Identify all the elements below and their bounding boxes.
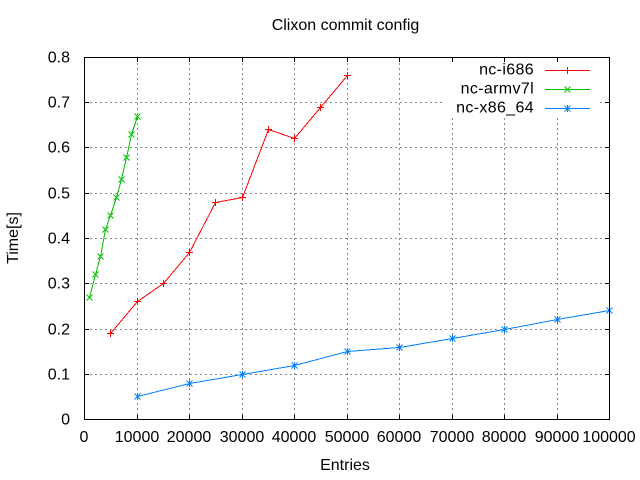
svg-text:0.6: 0.6 bbox=[48, 140, 70, 157]
svg-text:0.8: 0.8 bbox=[48, 50, 70, 67]
svg-text:0.7: 0.7 bbox=[48, 95, 70, 112]
svg-text:30000: 30000 bbox=[220, 429, 265, 446]
svg-text:20000: 20000 bbox=[167, 429, 212, 446]
svg-text:Time[s]: Time[s] bbox=[5, 212, 22, 264]
svg-text:10000: 10000 bbox=[115, 429, 160, 446]
svg-text:Entries: Entries bbox=[320, 457, 370, 474]
svg-text:90000: 90000 bbox=[535, 429, 580, 446]
svg-text:40000: 40000 bbox=[272, 429, 317, 446]
svg-text:0: 0 bbox=[80, 429, 89, 446]
svg-text:70000: 70000 bbox=[430, 429, 475, 446]
svg-text:0.3: 0.3 bbox=[48, 276, 70, 293]
svg-text:100000: 100000 bbox=[582, 429, 635, 446]
svg-text:50000: 50000 bbox=[325, 429, 370, 446]
svg-text:nc-x86_64: nc-x86_64 bbox=[456, 100, 534, 117]
svg-text:80000: 80000 bbox=[482, 429, 527, 446]
svg-text:nc-armv7l: nc-armv7l bbox=[461, 81, 534, 98]
svg-text:60000: 60000 bbox=[377, 429, 422, 446]
svg-text:0.5: 0.5 bbox=[48, 186, 70, 203]
svg-text:0.2: 0.2 bbox=[48, 322, 70, 339]
svg-text:0.1: 0.1 bbox=[48, 367, 70, 384]
svg-text:Clixon commit config: Clixon commit config bbox=[272, 17, 420, 34]
svg-text:nc-i686: nc-i686 bbox=[479, 62, 534, 79]
svg-text:0: 0 bbox=[61, 412, 70, 429]
svg-text:0.4: 0.4 bbox=[48, 231, 70, 248]
